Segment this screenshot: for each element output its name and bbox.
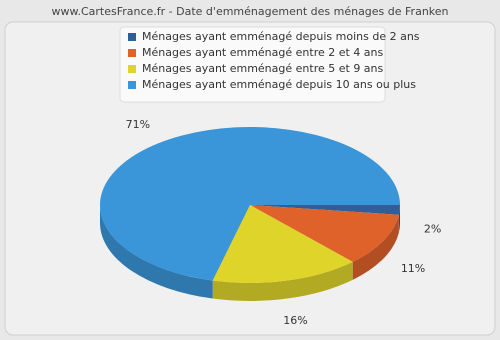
legend-box [119,26,386,103]
slice [250,205,399,262]
legend-label: Ménages ayant emménagé entre 2 et 4 ans [142,46,384,59]
legend-swatch [128,65,136,73]
slice [250,205,400,215]
legend-swatch [128,33,136,41]
chart-title: www.CartesFrance.fr - Date d'emménagemen… [51,5,448,18]
legend-label: Ménages ayant emménagé depuis moins de 2… [142,30,420,43]
legend-swatch [128,81,136,89]
slice-side [398,205,400,233]
data-label: 16% [283,314,307,327]
slice [212,205,353,283]
legend-label: Ménages ayant emménagé entre 5 et 9 ans [142,62,384,75]
data-label: 11% [401,262,425,275]
slice-side [212,261,353,301]
slice-side [100,205,213,299]
legend-swatch [128,49,136,57]
legend-label: Ménages ayant emménagé depuis 10 ans ou … [142,78,416,91]
data-label: 2% [424,222,441,235]
data-label: 71% [126,118,150,131]
slice [100,127,401,281]
slice-side [352,214,399,280]
